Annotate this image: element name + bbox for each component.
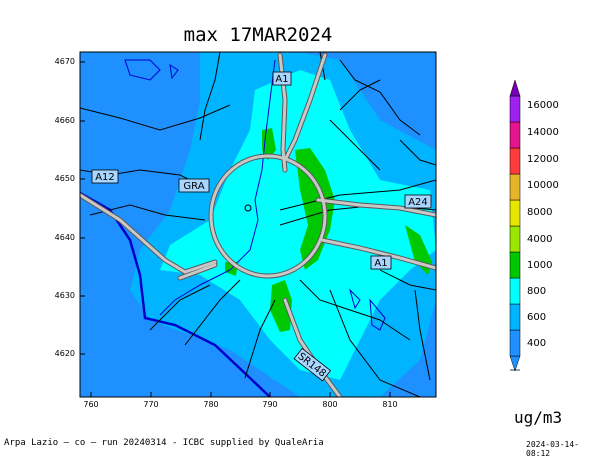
- road-label-a1-north: A1: [272, 71, 292, 86]
- colorbar-label: 400: [527, 338, 547, 349]
- road-label-a24: A24: [404, 194, 432, 209]
- x-tick-label: 790: [262, 400, 278, 409]
- y-tick-label: 4630: [54, 291, 75, 300]
- colorbar-label: 14000: [527, 127, 559, 138]
- y-tick-label: 4670: [54, 57, 75, 66]
- colorbar-arrow-bottom: [509, 355, 521, 372]
- colorbar-band-5: [509, 225, 521, 253]
- svg-text:A12: A12: [95, 172, 115, 183]
- timestamp: 2024-03-14-08:12: [526, 440, 579, 458]
- highways: [80, 52, 436, 397]
- units-label: ug/m3: [514, 408, 563, 427]
- svg-text:A1: A1: [275, 74, 288, 85]
- river-tiber: [159, 59, 276, 316]
- plot-frame: [79, 51, 437, 398]
- colorbar-arrow-top: [509, 79, 521, 97]
- colorbar-label: 8000: [527, 207, 553, 218]
- map-title: max 17MAR2024: [183, 24, 333, 46]
- map-plot-area: A1 A12 GRA A24 A1 SR148: [80, 52, 436, 397]
- colorbar: [509, 79, 521, 372]
- colorbar-label: 1000: [527, 260, 553, 271]
- y-tick-label: 4660: [54, 116, 75, 125]
- svg-text:A1: A1: [374, 258, 387, 269]
- y-tick-label: 4640: [54, 233, 75, 242]
- colorbar-label: 12000: [527, 154, 559, 165]
- lake-outline: [124, 59, 179, 81]
- svg-text:GRA: GRA: [183, 181, 204, 192]
- svg-text:A24: A24: [408, 197, 428, 208]
- city-centre-marker: [244, 204, 252, 212]
- level-1000-area-south: [270, 280, 292, 332]
- credit-line: Arpa Lazio — co — run 20240314 - ICBC su…: [4, 438, 324, 448]
- colorbar-band-3: [509, 277, 521, 305]
- colorbar-label: 800: [527, 286, 547, 297]
- road-label-a1-south: A1: [370, 255, 392, 270]
- road-label-gra: GRA: [178, 178, 210, 193]
- colorbar-label: 600: [527, 312, 547, 323]
- x-tick-label: 760: [83, 400, 99, 409]
- x-tick-label: 770: [143, 400, 159, 409]
- colorbar-label: 16000: [527, 100, 559, 111]
- level-800-area: [160, 70, 436, 380]
- x-tick-label: 810: [382, 400, 398, 409]
- y-tick-label: 4620: [54, 349, 75, 358]
- colorbar-band-9: [509, 121, 521, 149]
- colorbar-band-4: [509, 251, 521, 279]
- colorbar-band-10: [509, 95, 521, 123]
- axis-tick-marks: [80, 61, 391, 397]
- colorbar-band-2: [509, 303, 521, 331]
- colorbar-label: 4000: [527, 234, 553, 245]
- colorbar-band-1: [509, 329, 521, 357]
- y-tick-label: 4650: [54, 174, 75, 183]
- colorbar-label: 10000: [527, 180, 559, 191]
- colorbar-band-7: [509, 173, 521, 201]
- x-tick-label: 780: [203, 400, 219, 409]
- colorbar-band-6: [509, 199, 521, 227]
- x-tick-label: 800: [322, 400, 338, 409]
- colorbar-band-8: [509, 147, 521, 175]
- road-label-a12: A12: [91, 169, 119, 184]
